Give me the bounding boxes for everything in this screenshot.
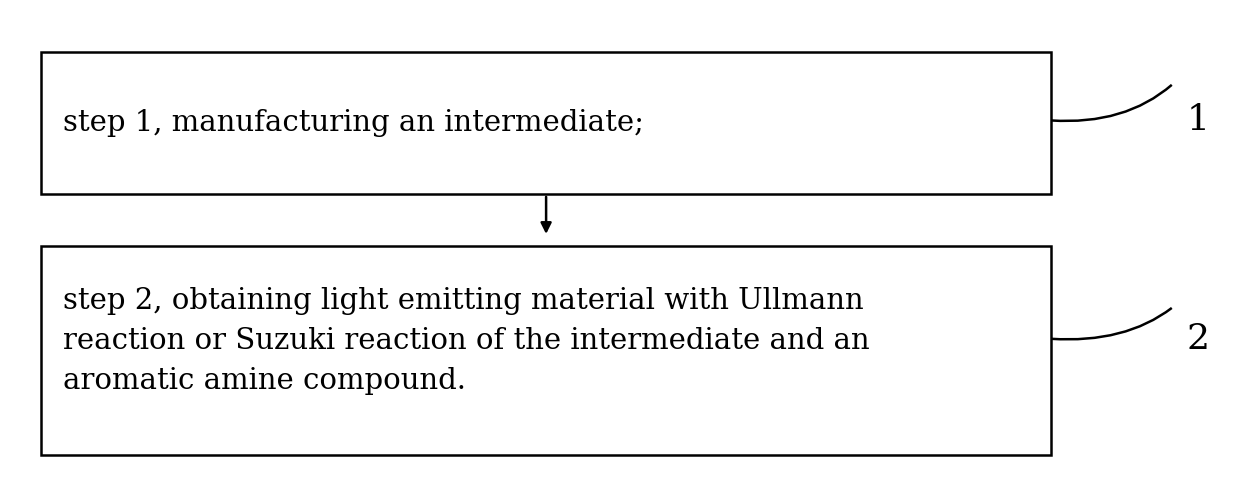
FancyBboxPatch shape bbox=[41, 52, 1052, 194]
Text: step 2, obtaining light emitting material with Ullmann
reaction or Suzuki reacti: step 2, obtaining light emitting materia… bbox=[63, 287, 870, 395]
Text: 1: 1 bbox=[1187, 103, 1209, 138]
Text: 2: 2 bbox=[1187, 322, 1209, 356]
Text: step 1, manufacturing an intermediate;: step 1, manufacturing an intermediate; bbox=[63, 109, 645, 137]
FancyBboxPatch shape bbox=[41, 246, 1052, 455]
